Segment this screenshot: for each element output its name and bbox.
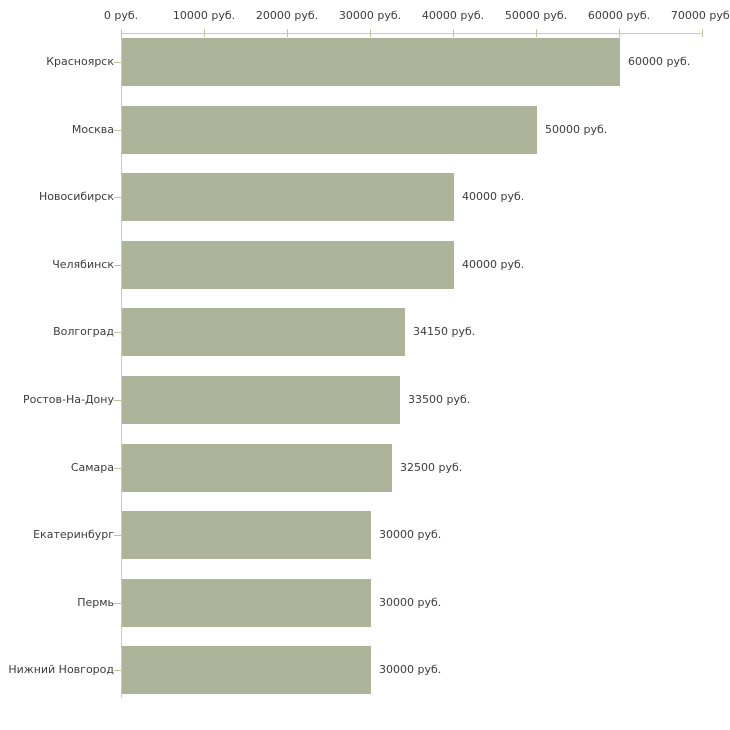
x-axis-tick-mark: [702, 29, 703, 37]
x-axis-tick-mark: [453, 29, 454, 37]
bar: [122, 38, 620, 86]
bar: [122, 173, 454, 222]
x-axis-tick-mark: [204, 29, 205, 37]
y-axis-category-label: Красноярск: [46, 55, 114, 68]
x-axis-tick-label: 70000 руб.: [670, 9, 730, 22]
bar-value-label: 30000 руб.: [379, 595, 442, 609]
y-axis-tick-mark: [114, 603, 121, 604]
y-axis-category-label: Нижний Новгород: [8, 663, 114, 677]
y-axis-tick-mark: [114, 130, 121, 131]
bar: [122, 308, 405, 357]
y-axis-tick-mark: [114, 265, 121, 266]
y-axis-tick-mark: [114, 468, 121, 469]
bar-value-label: 33500 руб.: [408, 393, 471, 406]
y-axis-category-label: Москва: [71, 122, 114, 136]
x-axis-tick-mark: [370, 29, 371, 37]
y-axis-category-label: Екатеринбург: [33, 528, 114, 542]
bar: [122, 443, 392, 492]
bar-value-label: 30000 руб.: [379, 663, 442, 677]
bar: [122, 376, 400, 424]
y-axis-tick-mark: [114, 197, 121, 198]
y-axis-category-label: Самара: [70, 460, 114, 474]
x-axis-tick-mark: [121, 29, 122, 37]
x-axis-tick-label: 40000 руб.: [421, 9, 485, 22]
x-axis-tick-label: 30000 руб.: [338, 9, 402, 22]
y-axis-tick-mark: [114, 535, 121, 536]
bar: [122, 578, 371, 627]
x-axis-tick-label: 0 руб.: [103, 9, 139, 22]
bar-value-label: 40000 руб.: [462, 257, 525, 271]
y-axis-line: [121, 33, 122, 698]
bar: [122, 105, 537, 154]
bar-value-label: 30000 руб.: [379, 528, 442, 542]
bar-value-label: 50000 руб.: [545, 122, 608, 136]
x-axis-tick-label: 60000 руб.: [587, 9, 651, 22]
y-axis-tick-mark: [114, 670, 121, 671]
y-axis-category-label: Челябинск: [52, 257, 114, 271]
bar-value-label: 34150 руб.: [413, 325, 476, 339]
y-axis-category-label: Пермь: [77, 595, 114, 609]
y-axis-tick-mark: [114, 62, 121, 63]
x-axis-line: [121, 33, 702, 34]
bar: [122, 240, 454, 289]
y-axis-category-label: Новосибирск: [38, 190, 114, 204]
y-axis-category-label: Ростов-На-Дону: [22, 393, 114, 406]
x-axis-tick-mark: [536, 29, 537, 37]
x-axis-tick-label: 50000 руб.: [504, 9, 568, 22]
x-axis-tick-mark: [619, 29, 620, 37]
y-axis-category-label: Волгоград: [53, 325, 114, 339]
y-axis-tick-mark: [114, 332, 121, 333]
x-axis-tick-label: 20000 руб.: [255, 9, 319, 22]
x-axis-tick-mark: [287, 29, 288, 37]
bar-value-label: 60000 руб.: [628, 55, 691, 68]
bar-value-label: 32500 руб.: [400, 460, 463, 474]
x-axis-tick-label: 10000 руб.: [172, 9, 236, 22]
bar-value-label: 40000 руб.: [462, 190, 525, 204]
bar: [122, 646, 371, 695]
y-axis-tick-mark: [114, 400, 121, 401]
bar: [122, 511, 371, 560]
